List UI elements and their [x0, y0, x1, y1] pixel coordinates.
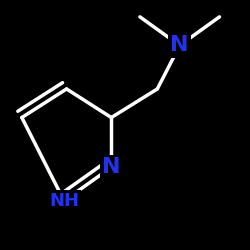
Text: N: N: [102, 157, 120, 177]
Text: NH: NH: [49, 192, 79, 210]
Text: N: N: [170, 36, 189, 56]
